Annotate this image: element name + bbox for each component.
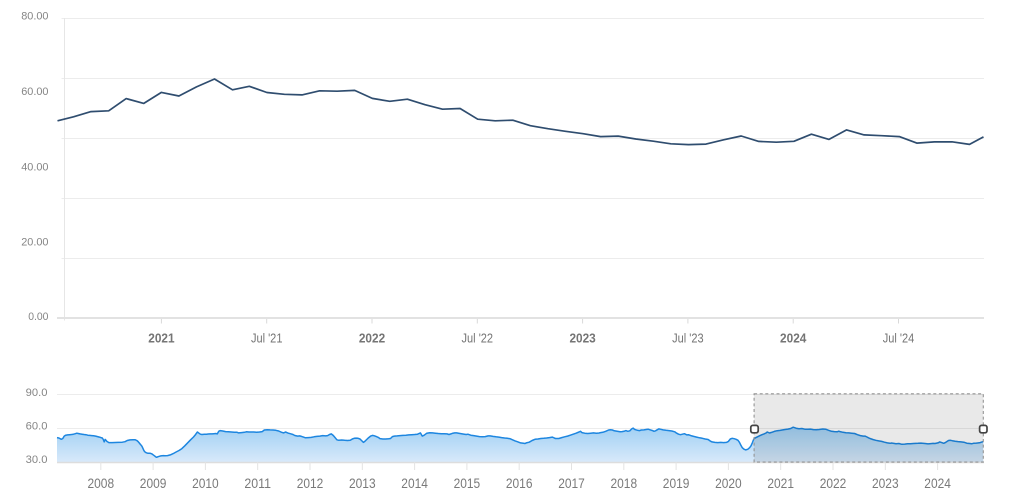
svg-text:2009: 2009: [140, 476, 167, 491]
svg-text:20.00: 20.00: [21, 237, 48, 249]
svg-text:Jul '24: Jul '24: [883, 331, 915, 346]
svg-text:2023: 2023: [569, 331, 595, 346]
svg-text:80.00: 80.00: [21, 11, 48, 23]
svg-text:2008: 2008: [88, 476, 115, 491]
svg-text:2022: 2022: [820, 476, 847, 491]
svg-text:Jul '21: Jul '21: [251, 331, 283, 346]
svg-text:Jul '23: Jul '23: [672, 331, 704, 346]
svg-text:60.0: 60.0: [26, 421, 48, 433]
svg-text:2024: 2024: [924, 476, 951, 491]
svg-text:2012: 2012: [297, 476, 324, 491]
svg-text:2024: 2024: [780, 331, 807, 346]
svg-text:2013: 2013: [349, 476, 376, 491]
svg-text:2023: 2023: [872, 476, 899, 491]
svg-text:2010: 2010: [192, 476, 219, 491]
svg-text:2018: 2018: [611, 476, 638, 491]
svg-text:2017: 2017: [558, 476, 585, 491]
svg-text:60.00: 60.00: [21, 86, 48, 98]
svg-text:2014: 2014: [401, 476, 428, 491]
svg-text:2021: 2021: [767, 476, 794, 491]
svg-text:Jul '22: Jul '22: [462, 331, 494, 346]
svg-text:90.0: 90.0: [26, 387, 48, 399]
svg-text:0.00: 0.00: [28, 311, 48, 323]
svg-text:2011: 2011: [244, 476, 271, 491]
svg-text:2016: 2016: [506, 476, 533, 491]
svg-text:2022: 2022: [359, 331, 385, 346]
svg-text:2019: 2019: [663, 476, 690, 491]
svg-text:2020: 2020: [715, 476, 742, 491]
svg-text:30.0: 30.0: [26, 454, 48, 466]
svg-text:40.00: 40.00: [21, 161, 48, 173]
svg-text:2015: 2015: [454, 476, 481, 491]
svg-text:2021: 2021: [148, 331, 174, 346]
